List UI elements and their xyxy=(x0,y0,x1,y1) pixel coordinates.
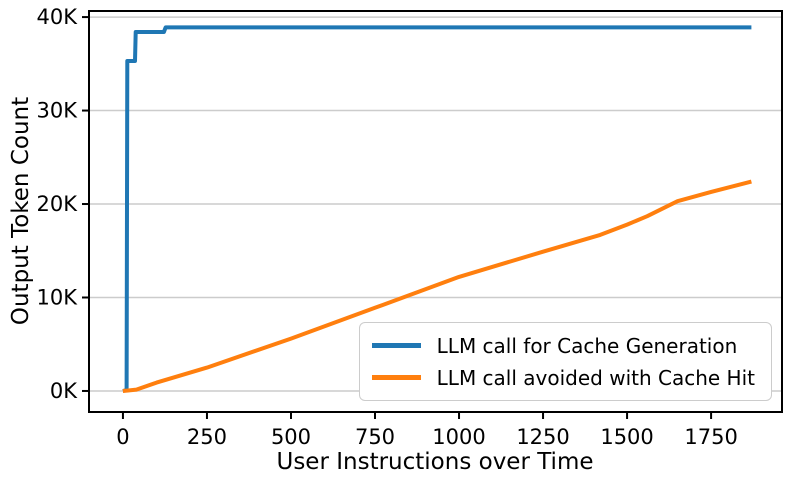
legend-label: LLM call avoided with Cache Hit xyxy=(436,365,755,390)
y-axis-label: Output Token Count xyxy=(8,96,34,326)
legend-line-swatch-orange xyxy=(371,375,421,380)
x-tick-label: 1000 xyxy=(432,425,485,449)
x-tick-label: 1250 xyxy=(516,425,569,449)
legend-line-swatch-blue xyxy=(371,343,421,348)
y-tick-label: 30K xyxy=(37,99,79,123)
y-tick-label: 10K xyxy=(37,285,79,309)
x-tick-label: 1750 xyxy=(684,425,737,449)
series-line-0 xyxy=(122,25,752,393)
legend: LLM call for Cache Generation LLM call a… xyxy=(358,322,772,401)
y-tick-label: 40K xyxy=(37,5,79,29)
x-tick-label: 500 xyxy=(271,425,311,449)
x-axis-label: User Instructions over Time xyxy=(276,449,594,475)
y-tick-label: 0K xyxy=(50,379,78,403)
x-tick-label: 750 xyxy=(355,425,395,449)
x-tick-label: 250 xyxy=(187,425,227,449)
x-tick-label: 0 xyxy=(116,425,129,449)
legend-label: LLM call for Cache Generation xyxy=(436,333,738,358)
plot-border xyxy=(88,10,783,413)
legend-item-cache-generation: LLM call for Cache Generation xyxy=(371,333,755,358)
series-line-1 xyxy=(122,179,752,393)
legend-item-cache-hit: LLM call avoided with Cache Hit xyxy=(371,365,755,390)
x-tick-label: 1500 xyxy=(600,425,653,449)
y-tick-label: 20K xyxy=(37,192,79,216)
